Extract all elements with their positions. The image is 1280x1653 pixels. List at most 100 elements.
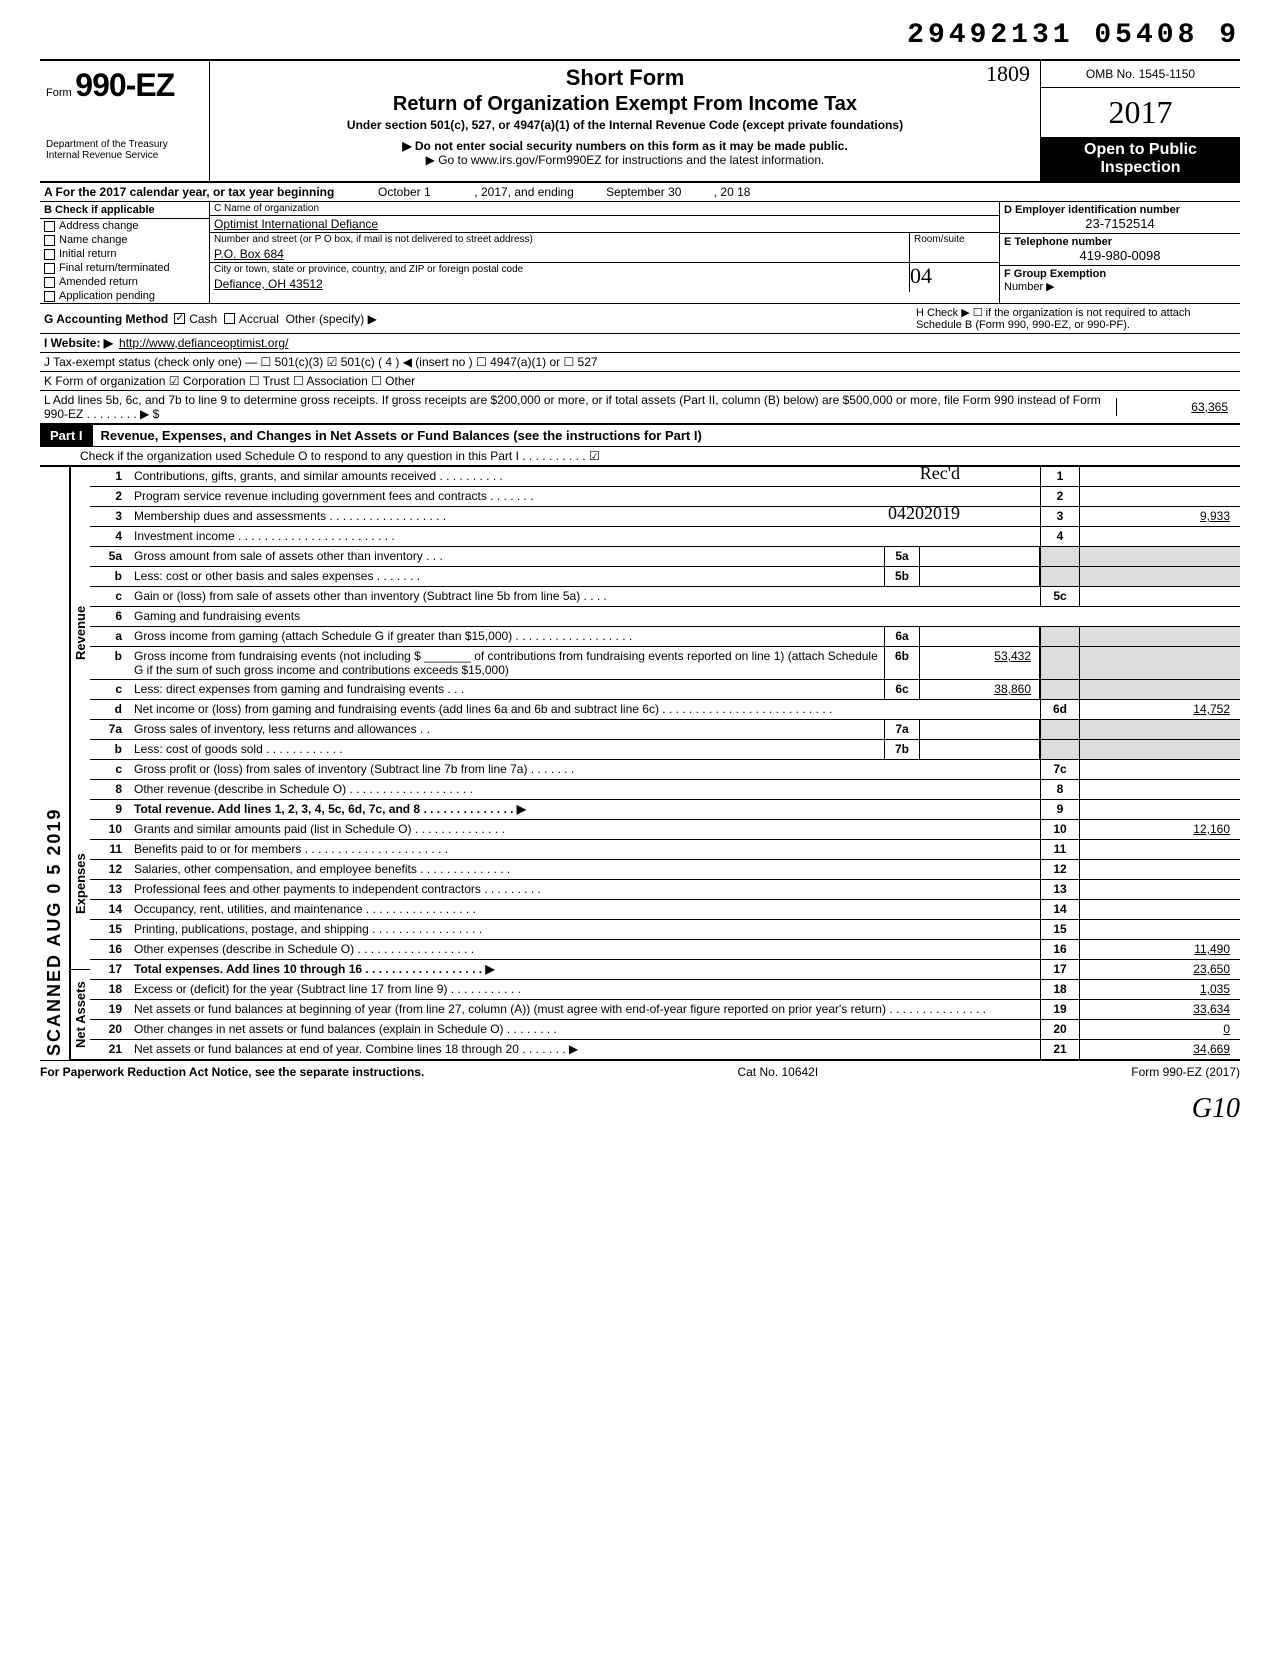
website-value: http://www,defianceoptimist.org/ [119,336,288,350]
line-text: Investment income . . . . . . . . . . . … [130,527,1040,546]
line-number: c [90,587,130,606]
omb-number: OMB No. 1545-1150 [1041,61,1240,88]
line-number: 3 [90,507,130,526]
line-number: 20 [90,1020,130,1039]
result-line-num: 16 [1040,940,1080,959]
line-amount [1080,920,1240,939]
shaded-cell [1040,720,1080,739]
inner-line-val [920,627,1040,646]
result-line-num: 18 [1040,980,1080,999]
j-text: J Tax-exempt status (check only one) — ☐… [44,355,598,369]
inner-line-val [920,720,1040,739]
lines-container: 1Contributions, gifts, grants, and simil… [90,467,1240,1060]
tax-year: 2017 [1041,88,1240,137]
line-text: Net assets or fund balances at end of ye… [130,1040,1040,1059]
line-number: 21 [90,1040,130,1059]
result-line-num: 17 [1040,960,1080,979]
line-k: K Form of organization ☑ Corporation ☐ T… [40,372,1240,391]
form-line-c: cGain or (loss) from sale of assets othe… [90,587,1240,607]
form-prefix: Form [46,87,72,99]
opt-pending: Application pending [59,290,155,302]
col-b: B Check if applicable Address change Nam… [40,202,210,303]
signature-handwritten: G10 [40,1093,1240,1125]
col-d: D Employer identification number 23-7152… [1000,202,1240,303]
inner-line-num: 5b [884,567,920,586]
part-1-check: Check if the organization used Schedule … [40,447,1240,466]
chk-accrual[interactable] [224,313,235,324]
line-text: Occupancy, rent, utilities, and maintena… [130,900,1040,919]
dept-cell: Department of the Treasury Internal Reve… [40,137,210,181]
dept-row: Department of the Treasury Internal Reve… [40,137,1240,183]
org-name: Optimist International Defiance [210,216,999,232]
form-line-2: 2Program service revenue including gover… [90,487,1240,507]
result-line-num: 1 [1040,467,1080,486]
line-number: d [90,700,130,719]
shaded-amount [1080,720,1240,739]
form-title-2: Return of Organization Exempt From Incom… [218,93,1032,116]
opt-initial: Initial return [59,248,116,260]
line-text: Benefits paid to or for members . . . . … [130,840,1040,859]
line-amount [1080,780,1240,799]
line-text: Less: cost or other basis and sales expe… [130,567,884,586]
chk-address-change[interactable]: Address change [40,219,209,233]
line-text: Other expenses (describe in Schedule O) … [130,940,1040,959]
footer-right: Form 990-EZ (2017) [1131,1065,1240,1079]
line-amount: 14,752 [1080,700,1240,719]
note-public: ▶ Do not enter social security numbers o… [212,139,1038,153]
shaded-cell [1040,647,1080,679]
line-amount [1080,760,1240,779]
shaded-amount [1080,567,1240,586]
form-line-14: 14Occupancy, rent, utilities, and mainte… [90,900,1240,920]
open-public-badge: Open to Public Inspection [1040,137,1240,181]
checkbox-icon [44,291,55,302]
result-line-num: 4 [1040,527,1080,546]
line-number: 2 [90,487,130,506]
shaded-amount [1080,627,1240,646]
line-number: c [90,760,130,779]
line-text: Total revenue. Add lines 1, 2, 3, 4, 5c,… [130,800,1040,819]
result-line-num: 14 [1040,900,1080,919]
line-g: G Accounting Method Cash Accrual Other (… [40,304,1240,334]
result-line-num: 8 [1040,780,1080,799]
g-cash: Cash [189,312,217,326]
line-amount: 1,035 [1080,980,1240,999]
chk-cash[interactable] [174,313,185,324]
room-hw: 04 [909,263,999,292]
inner-line-val: 38,860 [920,680,1040,699]
ein-value: 23-7152514 [1004,216,1236,231]
line-text: Other revenue (describe in Schedule O) .… [130,780,1040,799]
line-number: 13 [90,880,130,899]
checkbox-icon [44,277,55,288]
form-line-1: 1Contributions, gifts, grants, and simil… [90,467,1240,487]
line-number: 12 [90,860,130,879]
chk-initial[interactable]: Initial return [40,247,209,261]
form-line-5a: 5aGross amount from sale of assets other… [90,547,1240,567]
line-number: b [90,740,130,759]
form-header: Form 990-EZ Short Form Return of Organiz… [40,59,1240,137]
result-line-num: 19 [1040,1000,1080,1019]
form-line-12: 12Salaries, other compensation, and empl… [90,860,1240,880]
expenses-label: Expenses [70,799,90,970]
chk-final[interactable]: Final return/terminated [40,261,209,275]
phone-value: 419-980-0098 [1004,248,1236,263]
chk-pending[interactable]: Application pending [40,289,209,303]
chk-name-change[interactable]: Name change [40,233,209,247]
line-number: 18 [90,980,130,999]
tax-year-begin: October 1 [334,185,474,199]
l-text: L Add lines 5b, 6c, and 7b to line 9 to … [44,393,1116,421]
result-line-num: 11 [1040,840,1080,859]
line-number: 10 [90,820,130,839]
line-amount [1080,587,1240,606]
part-1-label: Part I [40,425,93,446]
line-amount [1080,840,1240,859]
line-amount [1080,880,1240,899]
line-number: 9 [90,800,130,819]
line-a-mid: , 2017, and ending [474,185,573,199]
line-text: Gross amount from sale of assets other t… [130,547,884,566]
k-text: K Form of organization ☑ Corporation ☐ T… [44,374,415,388]
inner-line-val: 53,432 [920,647,1040,679]
g-other: Other (specify) ▶ [286,312,377,326]
line-number: 1 [90,467,130,486]
inner-line-num: 6b [884,647,920,679]
chk-amended[interactable]: Amended return [40,275,209,289]
